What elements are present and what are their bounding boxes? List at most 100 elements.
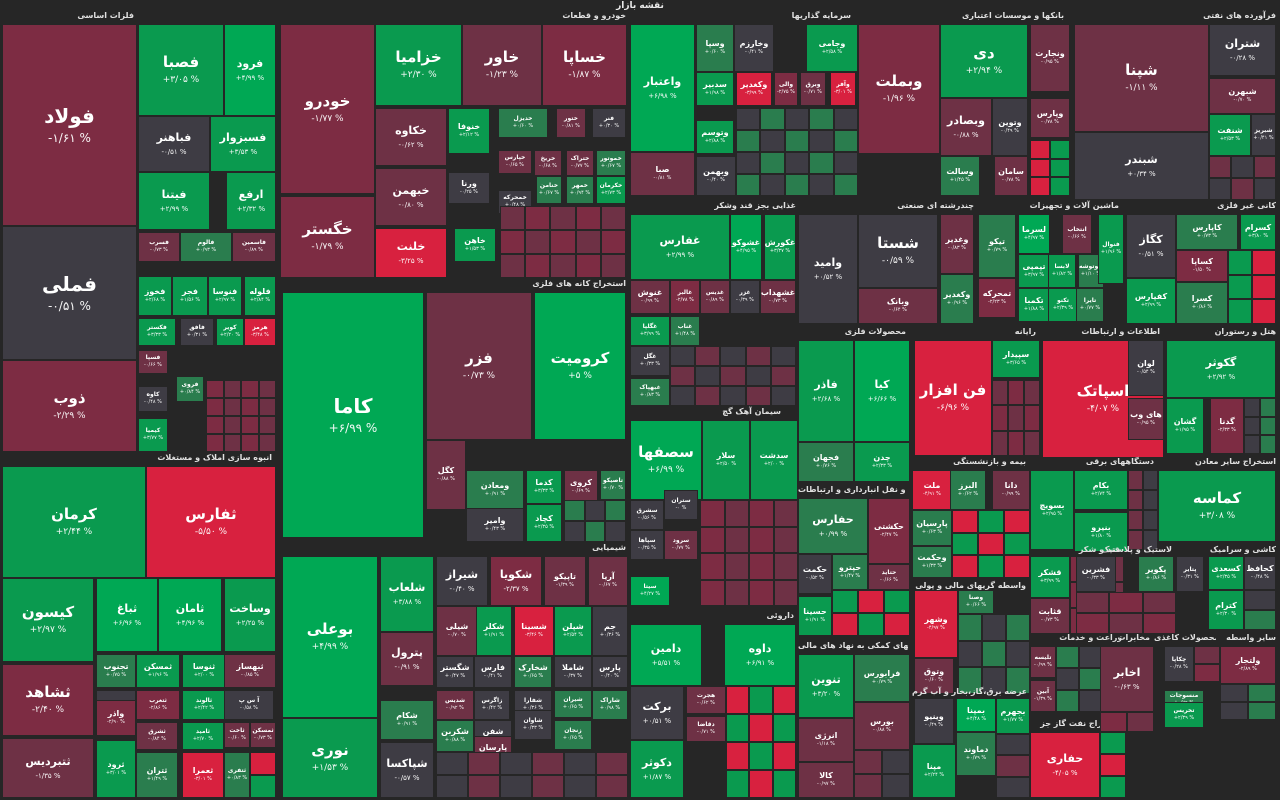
small-stock-tile[interactable]	[784, 130, 810, 152]
stock-tile[interactable]: کفپارس +۲/۹۹ %	[1126, 278, 1176, 324]
small-stock-tile[interactable]	[1100, 732, 1126, 754]
stock-tile[interactable]: وامیر +۰/۴۳ %	[466, 508, 524, 542]
stock-tile[interactable]: آریا -۰/۶۷ %	[588, 556, 628, 606]
stock-tile[interactable]: غشهداب -۰/۷۳ %	[760, 280, 796, 314]
small-stock-tile[interactable]	[736, 152, 761, 174]
stock-tile[interactable]: حپترو +۱/۴۷ %	[832, 554, 868, 590]
stock-tile[interactable]: فکستر +۳/۳۳ %	[138, 318, 176, 346]
small-stock-tile[interactable]	[1030, 177, 1050, 196]
stock-tile[interactable]: خاور -۱/۲۳ %	[462, 24, 542, 106]
stock-tile[interactable]: ثفارس -۵/۵۰ %	[146, 466, 276, 578]
small-stock-tile[interactable]	[1252, 274, 1276, 300]
small-stock-tile[interactable]	[700, 579, 725, 606]
stock-tile[interactable]: هرمز -۳/۴۸ %	[244, 318, 276, 346]
small-stock-tile[interactable]	[1004, 555, 1030, 578]
stock-tile[interactable]: حکشتی -۲/۴۷ %	[868, 498, 910, 564]
small-stock-tile[interactable]	[223, 416, 241, 434]
stock-tile[interactable]: غگلپا +۳/۹۹ %	[630, 316, 670, 346]
stock-tile[interactable]: شیلی -۰/۷۰ %	[436, 606, 478, 656]
small-stock-tile[interactable]	[749, 579, 774, 606]
stock-tile[interactable]: فاسمین -۰/۸۹ %	[232, 232, 276, 262]
small-stock-tile[interactable]	[258, 434, 276, 452]
stock-tile[interactable]: غشوکو +۴/۹۵ %	[730, 214, 762, 280]
stock-tile[interactable]: شلعاب +۳/۸۸ %	[380, 556, 434, 632]
stock-tile[interactable]: وشهر -۴/۹۷ %	[914, 590, 958, 658]
small-stock-tile[interactable]	[858, 613, 884, 636]
small-stock-tile[interactable]	[724, 526, 749, 553]
small-stock-tile[interactable]	[1209, 156, 1232, 178]
stock-tile[interactable]: فولاد -۱/۶۱ %	[2, 24, 137, 226]
stock-tile[interactable]: سپاها -۰/۳۵ %	[630, 530, 664, 560]
stock-tile[interactable]: فسرب -۰/۷۳ %	[138, 232, 180, 262]
stock-tile[interactable]: کاپارس +۰/۷۳ %	[1176, 214, 1238, 250]
small-stock-tile[interactable]	[700, 526, 725, 553]
stock-tile[interactable]: فشرین -۰/۳۳ %	[1076, 556, 1116, 592]
stock-tile[interactable]: انتخاب -۰/۶۶ %	[1062, 214, 1092, 254]
stock-tile[interactable]: ختراک -۰/۷۷ %	[566, 150, 594, 176]
stock-tile[interactable]: کسرا +۰/۸۶ %	[1176, 282, 1228, 324]
small-stock-tile[interactable]	[982, 640, 1006, 668]
stock-tile[interactable]: آبین -۱/۳۹ %	[1030, 680, 1056, 712]
stock-tile[interactable]: وکغدیر -۳/۹۹ %	[736, 72, 772, 106]
stock-tile[interactable]: آ س پ -۰/۵۸ %	[224, 690, 274, 720]
small-stock-tile[interactable]	[695, 346, 721, 366]
small-stock-tile[interactable]	[1109, 613, 1143, 634]
small-stock-tile[interactable]	[1050, 158, 1070, 178]
stock-tile[interactable]: سامان -۰/۷۸ %	[994, 156, 1028, 196]
stock-tile[interactable]: زاگرس +۰/۴۲ %	[474, 690, 510, 720]
small-stock-tile[interactable]	[670, 346, 696, 366]
small-stock-tile[interactable]	[258, 380, 276, 398]
stock-tile[interactable]: شبندر +۰/۳۴ %	[1074, 132, 1209, 200]
small-stock-tile[interactable]	[700, 500, 725, 527]
stock-tile[interactable]: خساپا -۱/۸۷ %	[542, 24, 627, 106]
small-stock-tile[interactable]	[749, 686, 773, 714]
stock-tile[interactable]: وجامی +۲/۵۸ %	[806, 24, 858, 72]
stock-tile[interactable]: وبانک -۰/۶۴ %	[858, 288, 938, 324]
stock-tile[interactable]: فملی -۰/۵۱ %	[2, 226, 137, 360]
stock-tile[interactable]: غزر -۰/۳۹ %	[730, 280, 760, 314]
small-stock-tile[interactable]	[833, 108, 858, 130]
stock-tile[interactable]: شگستر +۰/۴۷ %	[436, 656, 474, 688]
small-stock-tile[interactable]	[436, 775, 468, 798]
small-stock-tile[interactable]	[500, 254, 526, 278]
small-stock-tile[interactable]	[952, 510, 978, 533]
stock-tile[interactable]: شپلن +۲/۵۴ %	[554, 606, 592, 656]
small-stock-tile[interactable]	[1244, 590, 1276, 610]
small-stock-tile[interactable]	[809, 130, 834, 152]
stock-tile[interactable]: کیمیا +۳/۷۷ %	[138, 418, 168, 452]
small-stock-tile[interactable]	[241, 398, 259, 416]
stock-tile[interactable]: فن افزار -۶/۹۶ %	[914, 340, 992, 456]
small-stock-tile[interactable]	[584, 521, 606, 542]
small-stock-tile[interactable]	[958, 614, 982, 641]
stock-tile[interactable]: البرز +۰/۶۲ %	[950, 470, 986, 510]
small-stock-tile[interactable]	[1142, 613, 1176, 634]
stock-tile[interactable]: وتوق -۰/۶۰ %	[914, 658, 954, 694]
small-stock-tile[interactable]	[736, 108, 761, 130]
small-stock-tile[interactable]	[882, 774, 910, 798]
small-stock-tile[interactable]	[1100, 754, 1126, 776]
stock-tile[interactable]: ملت -۴/۹۱ %	[912, 470, 952, 510]
small-stock-tile[interactable]	[550, 206, 576, 230]
stock-tile[interactable]: سیتا +۴/۲۷ %	[630, 576, 670, 606]
stock-tile[interactable]: چدن +۲/۳۳ %	[854, 442, 910, 482]
stock-tile[interactable]: وبصادر -۰/۸۸ %	[940, 98, 992, 156]
stock-tile[interactable]: فنر +۰/۳۰ %	[592, 108, 626, 138]
small-stock-tile[interactable]	[695, 366, 721, 386]
stock-tile[interactable]: ثتران +۱/۴۹ %	[136, 752, 178, 798]
stock-tile[interactable]: کسعدی +۲/۳۵ %	[1208, 556, 1244, 590]
small-stock-tile[interactable]	[1006, 640, 1030, 668]
stock-tile[interactable]: کرومیت +۵ %	[534, 292, 626, 440]
small-stock-tile[interactable]	[223, 380, 241, 398]
small-stock-tile[interactable]	[720, 346, 746, 366]
small-stock-tile[interactable]	[468, 775, 500, 798]
stock-tile[interactable]: وساخت +۲/۲۵ %	[224, 578, 276, 652]
small-stock-tile[interactable]	[1209, 178, 1232, 200]
small-stock-tile[interactable]	[770, 386, 796, 406]
small-stock-tile[interactable]	[745, 346, 771, 366]
stock-tile[interactable]: چکاپا -۰/۲۸ %	[1164, 646, 1194, 682]
small-stock-tile[interactable]	[250, 752, 276, 775]
stock-tile[interactable]: خمهر +۰/۹۴ %	[566, 176, 594, 204]
stock-tile[interactable]: تمحرکه -۲/۲۳ %	[978, 278, 1016, 318]
stock-tile[interactable]: سدشت +۲/۰۰ %	[750, 420, 798, 500]
small-stock-tile[interactable]	[1143, 490, 1158, 510]
